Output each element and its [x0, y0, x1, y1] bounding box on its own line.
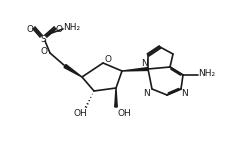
Text: NH₂: NH₂ — [198, 69, 216, 79]
Text: O: O — [55, 26, 63, 34]
Text: N: N — [144, 88, 150, 98]
Text: N: N — [141, 59, 147, 69]
Polygon shape — [64, 64, 82, 77]
Text: O: O — [26, 26, 34, 34]
Text: NH₂: NH₂ — [64, 22, 80, 32]
Text: N: N — [182, 88, 188, 98]
Polygon shape — [115, 88, 117, 107]
Text: S: S — [40, 34, 46, 43]
Text: OH: OH — [73, 109, 87, 117]
Text: O: O — [40, 48, 48, 56]
Text: O: O — [104, 55, 111, 64]
Polygon shape — [122, 68, 148, 71]
Text: OH: OH — [117, 109, 131, 117]
